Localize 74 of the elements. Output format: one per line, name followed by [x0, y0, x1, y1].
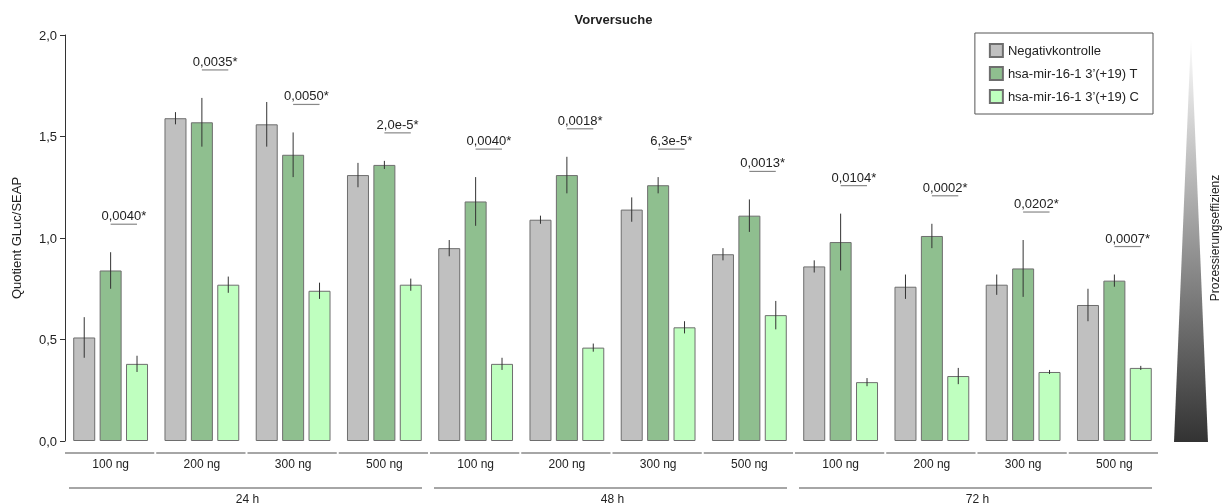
bar: [1103, 280, 1126, 441]
annotation: 0,0040*: [466, 133, 512, 149]
bar: [464, 201, 487, 441]
x-tick-label: 500 ng: [1096, 457, 1133, 471]
bar: [99, 270, 122, 441]
bar: [1129, 367, 1152, 441]
annotation: 0,0202*: [1013, 196, 1059, 212]
bar: [346, 175, 369, 441]
x-tick-label: 300 ng: [639, 457, 677, 471]
bar: [373, 164, 396, 441]
x-tick-label: 100 ng: [822, 457, 859, 471]
bar: [985, 284, 1008, 441]
x-tick-label: 200 ng: [548, 457, 586, 471]
annotation: 0,0040*: [101, 208, 147, 224]
x-tick-label: 100 ng: [457, 457, 494, 471]
x-tick-label: 100 ng: [92, 457, 129, 471]
x-tick-label: 200 ng: [913, 457, 951, 471]
bar: [1076, 304, 1099, 441]
bar: [673, 327, 696, 441]
bar: [647, 185, 670, 441]
bar: [164, 118, 187, 441]
annotation: 0,0018*: [557, 112, 603, 128]
bar: [738, 215, 761, 441]
annotation: 6,3e-5*: [650, 133, 693, 149]
bar: [217, 284, 240, 441]
bar: [399, 284, 422, 441]
bar: [73, 337, 96, 441]
y-tick-label: 1,5: [38, 129, 57, 144]
bar: [947, 376, 970, 441]
bar: [711, 254, 734, 441]
bar: [255, 124, 278, 441]
y-tick-label: 0,0: [38, 433, 57, 449]
annotation: 0,0050*: [283, 88, 329, 104]
bar: [764, 315, 787, 441]
x-tick-label: 200 ng: [183, 457, 221, 471]
bar: [1012, 268, 1035, 441]
x-tick-label: 300 ng: [274, 457, 312, 471]
bar: [491, 363, 514, 441]
bar: [620, 209, 643, 441]
bar: [555, 175, 578, 441]
bar: [894, 286, 917, 441]
bar: [438, 248, 461, 441]
y-axis-title: Quotient GLuc/SEAP: [9, 176, 24, 300]
legend-label: hsa-mir-16-1 3’(+19) T: [1007, 66, 1138, 81]
bar: [803, 266, 826, 441]
annotation: 0,0007*: [1105, 230, 1150, 246]
legend-label: Negativkontrolle: [1007, 43, 1102, 58]
chart-title: Vorversuche: [574, 12, 653, 27]
x-tick-label: 500 ng: [731, 457, 768, 471]
bar: [529, 219, 552, 441]
annotation: 2,0e-5*: [376, 116, 419, 132]
text: 24 h: [235, 492, 260, 503]
y-tick-label: 0,5: [38, 332, 57, 347]
legend-label: hsa-mir-16-1 3’(+19) C: [1007, 89, 1139, 104]
annotation: 0,0035*: [192, 53, 238, 69]
annotation: 0,0104*: [831, 169, 877, 185]
text: 48 h: [600, 492, 625, 503]
bar: [190, 122, 213, 441]
bar: [126, 363, 149, 441]
bar: [582, 347, 605, 441]
text: 72 h: [965, 492, 990, 503]
bar: [920, 235, 943, 441]
x-tick-label: 500 ng: [366, 457, 403, 471]
bar: [1038, 371, 1061, 441]
x-tick-label: 300 ng: [1004, 457, 1042, 471]
bar: [829, 242, 852, 441]
bar: [282, 154, 305, 441]
y-tick-label: 1,0: [38, 230, 57, 246]
annotation: 0,0013*: [740, 155, 785, 171]
bar: [856, 382, 879, 441]
text: Prozessierungseffizienz: [1208, 174, 1222, 302]
annotation: 0,0002*: [922, 179, 968, 195]
y-tick-label: 2,0: [38, 27, 57, 43]
bar: [308, 290, 331, 441]
